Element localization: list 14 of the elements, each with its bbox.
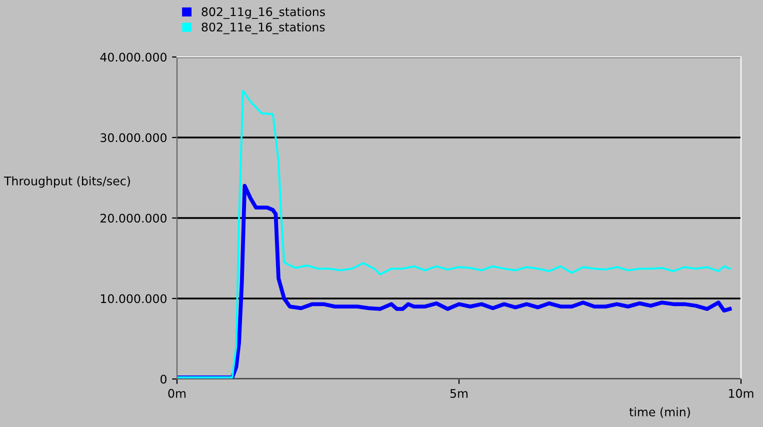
x-axis-title: time (min): [629, 407, 690, 418]
y-axis-title: Throughput (bits/sec): [4, 176, 130, 188]
y-tick-label: 30.000.000: [100, 133, 166, 142]
y-tick-label: 0: [160, 374, 166, 384]
x-tick-label: 0m: [168, 388, 186, 398]
line-series: [177, 90, 731, 378]
y-tick-label: 10.000.000: [100, 294, 166, 304]
x-tick-label: 10m: [729, 388, 754, 398]
line-series: [177, 184, 732, 379]
y-tick-label: 40.000.000: [100, 52, 166, 62]
y-tick-label: 20.000.000: [100, 214, 166, 223]
legend-label: 802_11e_16_stations: [202, 22, 325, 34]
legend-label: 802_11g_16_stations: [202, 7, 325, 19]
x-tick-label: 5m: [450, 389, 468, 398]
